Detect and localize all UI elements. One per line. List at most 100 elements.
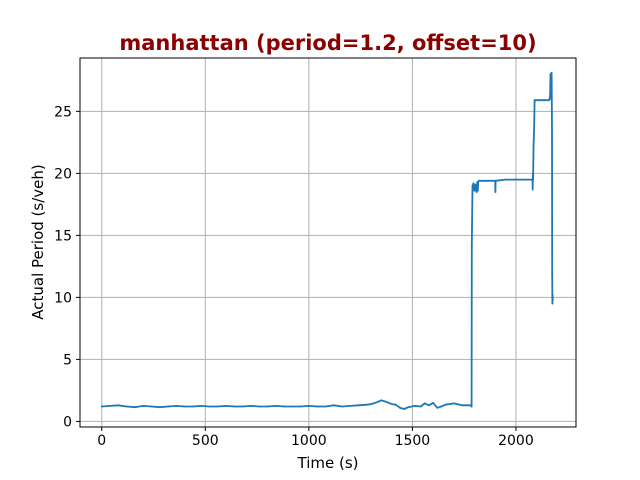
data-point (533, 122, 536, 125)
data-point (549, 73, 552, 75)
data-point (390, 403, 393, 405)
data-point (158, 406, 161, 409)
data-point (525, 178, 528, 181)
plot-area-frame (79, 57, 577, 428)
y-tick-label: 25 (54, 104, 72, 120)
y-tick-label: 20 (54, 166, 72, 182)
data-point (494, 179, 497, 182)
data-point (341, 405, 343, 408)
data-point (332, 404, 335, 407)
data-point (225, 405, 227, 407)
data-point (175, 405, 178, 407)
data-point (370, 403, 372, 405)
x-tick-label: 0 (97, 433, 106, 449)
data-point (134, 406, 136, 409)
data-point (299, 405, 302, 408)
data-point (479, 179, 482, 182)
data-point (504, 178, 507, 181)
data-point (216, 405, 219, 408)
y-axis-label: Actual Period (s/veh) (29, 164, 47, 320)
data-point (549, 95, 551, 98)
data-point (316, 405, 318, 408)
y-axis-ticks: 0 5 10 15 20 25 (54, 104, 80, 430)
y-tick-label: 0 (63, 414, 72, 430)
data-point (428, 404, 430, 407)
data-point (535, 99, 538, 102)
data-point (266, 405, 269, 408)
data-point (200, 405, 203, 407)
y-tick-label: 10 (54, 290, 72, 306)
data-point (399, 406, 401, 409)
data-point (208, 405, 211, 408)
data-point (423, 402, 426, 405)
y-tick-label: 5 (63, 352, 72, 368)
data-point (274, 405, 277, 407)
data-point (283, 405, 285, 408)
x-tick-label: 2000 (498, 433, 534, 449)
data-point (551, 299, 554, 301)
data-point (384, 400, 387, 403)
data-point (241, 405, 244, 408)
data-point (307, 405, 310, 407)
data-point (403, 408, 405, 410)
data-point (550, 72, 553, 74)
data-point (250, 405, 252, 407)
data-point (531, 188, 534, 191)
data-point (473, 189, 476, 192)
data-point (150, 405, 153, 408)
data-point (380, 399, 383, 402)
data-point (472, 182, 475, 185)
data-point (413, 405, 416, 407)
data-point (125, 405, 128, 408)
data-point (477, 179, 480, 182)
data-point (515, 178, 517, 181)
data-point (532, 178, 534, 181)
data-point (349, 405, 352, 407)
data-point (544, 99, 546, 102)
data-point (432, 401, 434, 404)
x-tick-label: 500 (192, 433, 219, 449)
data-point (142, 405, 145, 407)
data-point (167, 405, 169, 408)
data-point (452, 402, 455, 405)
grid-lines (80, 58, 576, 427)
data-point (394, 403, 397, 406)
plot-series (100, 72, 554, 410)
data-point (444, 403, 447, 406)
data-point (551, 271, 554, 274)
x-axis-label: Time (s) (297, 454, 359, 472)
data-point (476, 189, 479, 192)
data-point (365, 403, 368, 406)
data-point (551, 129, 553, 131)
data-point (475, 191, 478, 193)
data-point (532, 172, 534, 175)
series-line (101, 72, 554, 410)
data-point (551, 302, 554, 305)
data-point (258, 405, 260, 408)
data-point (419, 405, 422, 408)
data-point (474, 183, 477, 186)
data-point (550, 98, 552, 100)
data-point (539, 99, 542, 102)
x-tick-label: 1000 (291, 433, 327, 449)
data-point (109, 405, 111, 407)
data-point (551, 294, 554, 296)
chart-title: manhattan (period=1.2, offset=10) (119, 31, 536, 55)
data-point (494, 191, 497, 193)
data-point (192, 405, 194, 408)
x-axis-ticks: 0 500 1000 1500 2000 (97, 427, 534, 449)
data-point (532, 147, 535, 150)
data-point (476, 184, 478, 187)
x-tick-label: 1500 (395, 433, 431, 449)
data-point (357, 404, 360, 407)
data-point (376, 401, 379, 404)
data-point (117, 404, 120, 407)
y-tick-label: 15 (54, 228, 72, 244)
data-point (233, 405, 236, 408)
data-point (461, 404, 463, 407)
data-point (470, 244, 473, 247)
data-point (469, 404, 472, 407)
data-point (183, 405, 186, 408)
data-point (100, 405, 103, 408)
